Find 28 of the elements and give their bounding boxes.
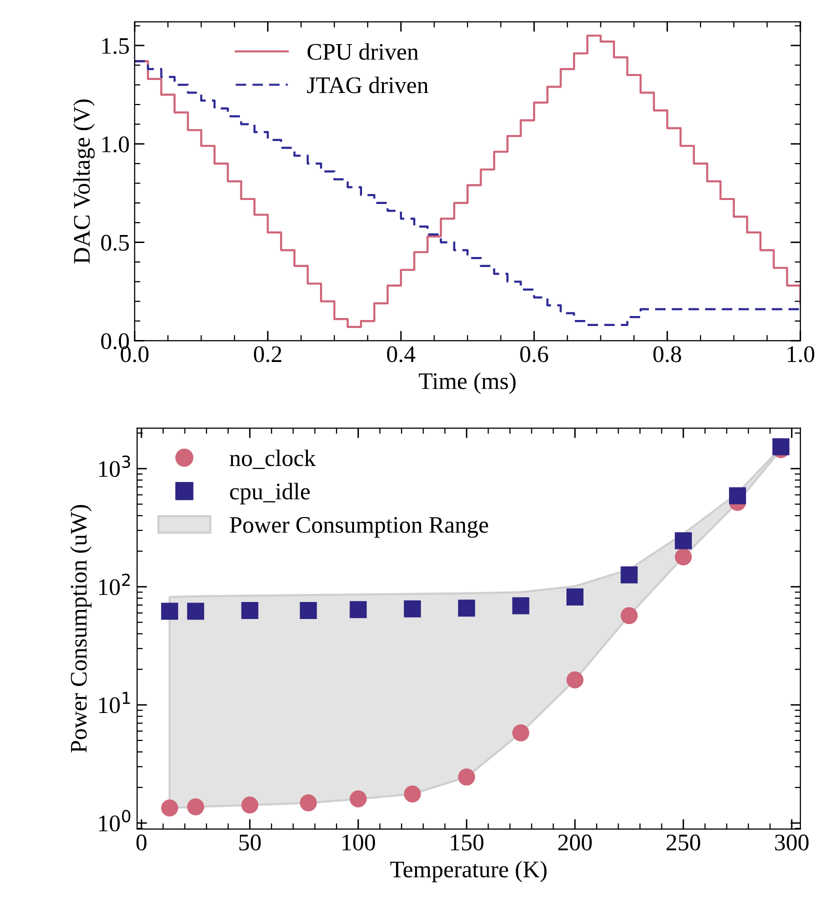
y-tick-label: 1.0 [102, 136, 129, 152]
x-tick-label: 50 [239, 834, 261, 850]
x-tick-label: 300 [775, 834, 809, 850]
y-axis-title: Power Consumption (uW) [70, 505, 92, 753]
x-tick-label: 0.4 [387, 346, 416, 362]
y-tick-label: 0.5 [101, 234, 129, 251]
x-tick-label: 1.0 [788, 346, 814, 362]
x-tick-label: 0.6 [520, 346, 548, 362]
x-tick-label: 250 [666, 834, 700, 850]
x-axis-title: Temperature (K) [390, 860, 547, 882]
y-tick-label: 10$^{0}$ [99, 810, 130, 832]
x-tick-label: 0 [136, 834, 146, 850]
y-axis-title: DAC Voltage (V) [73, 99, 95, 264]
x-tick-label: 0.8 [653, 346, 682, 362]
legend-label: CPU driven [308, 43, 418, 60]
x-tick-label: 100 [342, 834, 376, 850]
legend-label: no_clock [230, 450, 316, 469]
x-tick-label: 0.2 [254, 346, 282, 362]
legend-label: cpu_idle [230, 482, 310, 504]
legend-label: JTAG driven [307, 76, 428, 94]
x-axis-title: Time (ms) [418, 372, 516, 394]
x-tick-label: 150 [450, 834, 484, 850]
y-tick-label: 10$^{3}$ [99, 455, 130, 478]
y-tick-label: 1.5 [102, 38, 129, 54]
legend-label: Power Consumption Range [230, 517, 488, 538]
y-tick-label: 10$^{1}$ [99, 692, 130, 714]
y-tick-label: 10$^{2}$ [99, 574, 130, 596]
x-tick-label: 200 [558, 834, 592, 850]
